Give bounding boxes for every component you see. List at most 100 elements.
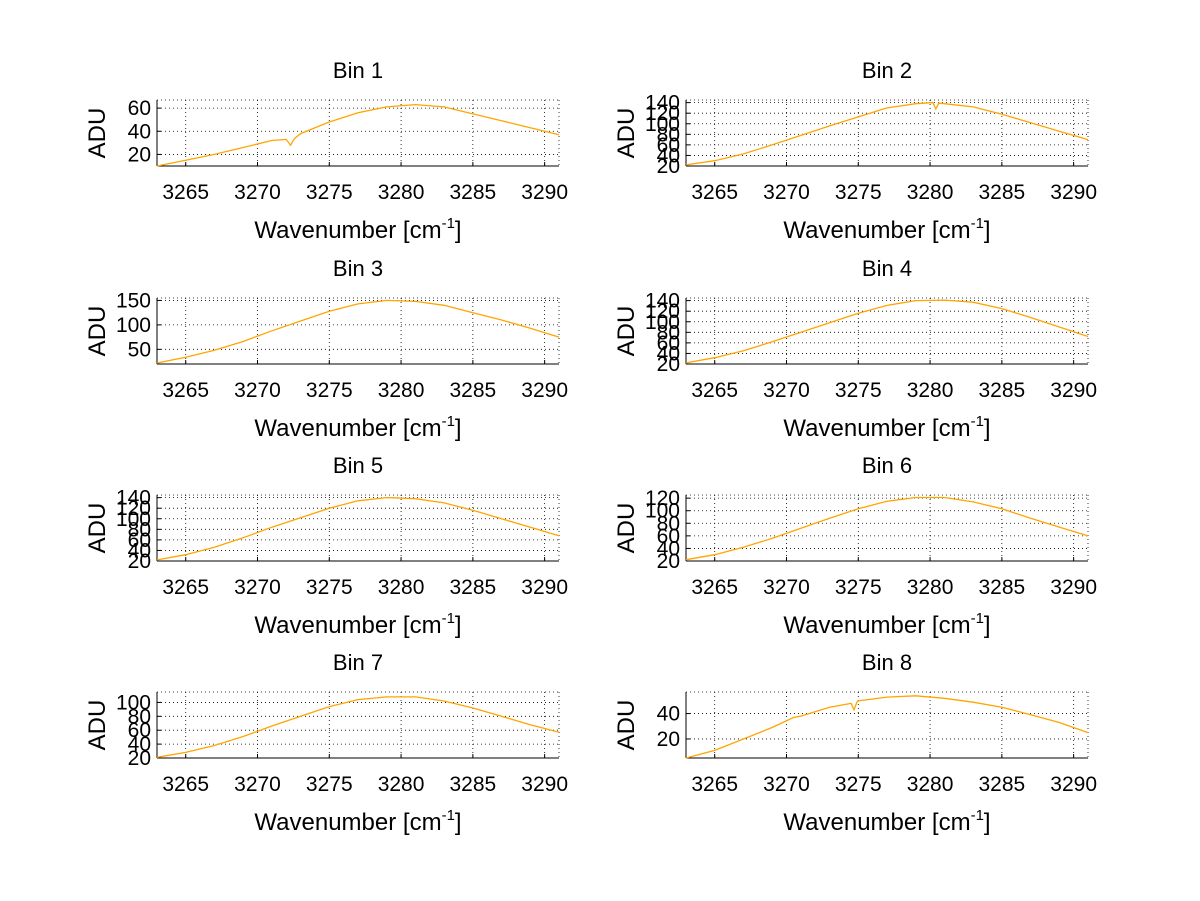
subplot-title: Bin 2 <box>862 58 912 83</box>
subplot-title: Bin 1 <box>333 58 383 83</box>
y-tick-label: 80 <box>657 321 680 344</box>
x-tick-label: 3270 <box>234 773 281 796</box>
x-axis-label: Wavenumber [cm-1] <box>254 807 461 836</box>
x-tick-label: 3265 <box>162 576 209 599</box>
series-line <box>156 103 560 167</box>
y-axis-label: ADU <box>84 108 111 159</box>
y-tick-label: 20 <box>128 747 151 770</box>
subplot-4: 3265 3270 3275 3280 3285 3290 2040608010012014… <box>613 256 1097 442</box>
x-tick-label: 3280 <box>907 773 954 796</box>
x-tick-label: 3280 <box>378 181 425 204</box>
x-tick-label: 3270 <box>234 379 281 402</box>
x-tick-label: 3290 <box>521 576 568 599</box>
x-tick-label: 3280 <box>378 576 425 599</box>
y-axis-label: ADU <box>84 306 111 357</box>
x-tick-label: 3275 <box>306 379 353 402</box>
y-tick-label: 20 <box>128 143 151 166</box>
x-tick-label: 3290 <box>1050 576 1097 599</box>
x-tick-label: 3265 <box>691 181 738 204</box>
y-tick-label: 80 <box>657 123 680 146</box>
x-tick-label: 3275 <box>835 181 882 204</box>
y-tick-label: 40 <box>657 144 680 167</box>
x-tick-label: 3290 <box>1050 181 1097 204</box>
x-axis-label: Wavenumber [cm-1] <box>783 807 990 836</box>
y-tick-label: 140 <box>645 92 680 115</box>
y-tick-label: 100 <box>116 314 151 337</box>
y-tick-label: 60 <box>657 525 680 548</box>
x-tick-label: 3270 <box>763 773 810 796</box>
y-tick-label: 40 <box>657 703 680 726</box>
y-tick-label: 140 <box>116 487 151 510</box>
y-tick-label: 20 <box>657 353 680 376</box>
x-tick-label: 3280 <box>907 181 954 204</box>
y-axis-label: ADU <box>613 306 640 357</box>
x-tick-label: 3280 <box>907 576 954 599</box>
y-tick-label: 60 <box>657 134 680 157</box>
y-tick-label: 40 <box>128 733 151 756</box>
y-tick-label: 60 <box>128 529 151 552</box>
x-tick-label: 3290 <box>1050 379 1097 402</box>
y-axis-label: ADU <box>613 503 640 554</box>
x-tick-label: 3265 <box>691 379 738 402</box>
y-tick-label: 40 <box>128 120 151 143</box>
x-tick-label: 3275 <box>835 576 882 599</box>
y-axis-label: ADU <box>613 700 640 751</box>
y-tick-label: 60 <box>128 719 151 742</box>
x-tick-label: 3280 <box>907 379 954 402</box>
subplot-title: Bin 6 <box>862 453 912 478</box>
x-tick-label: 3285 <box>978 773 1025 796</box>
x-axis-label: Wavenumber [cm-1] <box>783 215 990 244</box>
subplot-title: Bin 8 <box>862 650 912 675</box>
y-tick-label: 120 <box>645 102 680 125</box>
subplot-title: Bin 5 <box>333 453 383 478</box>
x-tick-label: 3270 <box>763 181 810 204</box>
subplot-2: 3265 3270 3275 3280 3285 3290 2040608010012014… <box>613 58 1097 244</box>
y-tick-label: 120 <box>116 497 151 520</box>
y-axis-label: ADU <box>613 108 640 159</box>
y-tick-label: 100 <box>645 113 680 136</box>
series-line <box>156 299 560 364</box>
subplot-title: Bin 3 <box>333 256 383 281</box>
y-tick-label: 120 <box>645 487 680 510</box>
y-tick-label: 40 <box>657 537 680 560</box>
x-tick-label: 3275 <box>835 379 882 402</box>
y-tick-label: 80 <box>128 705 151 728</box>
x-tick-label: 3275 <box>306 576 353 599</box>
series-line <box>685 299 1089 364</box>
x-tick-label: 3280 <box>378 379 425 402</box>
y-tick-label: 20 <box>657 550 680 573</box>
y-tick-label: 20 <box>128 550 151 573</box>
subplot-5: 3265 3270 3275 3280 3285 3290 2040608010012014… <box>84 453 568 639</box>
y-tick-label: 60 <box>657 332 680 355</box>
y-tick-label: 80 <box>657 512 680 535</box>
x-axis-label: Wavenumber [cm-1] <box>783 413 990 442</box>
series-line <box>685 496 1089 561</box>
x-tick-label: 3290 <box>521 181 568 204</box>
x-axis-label: Wavenumber [cm-1] <box>783 610 990 639</box>
series-line <box>685 101 1089 166</box>
x-tick-label: 3285 <box>449 773 496 796</box>
x-tick-label: 3265 <box>691 773 738 796</box>
x-tick-label: 3270 <box>234 576 281 599</box>
x-tick-label: 3290 <box>521 773 568 796</box>
subplot-title: Bin 7 <box>333 650 383 675</box>
x-tick-label: 3285 <box>978 576 1025 599</box>
x-tick-label: 3280 <box>378 773 425 796</box>
y-tick-label: 60 <box>128 97 151 120</box>
x-tick-label: 3290 <box>521 379 568 402</box>
y-tick-label: 100 <box>645 500 680 523</box>
y-tick-label: 40 <box>128 539 151 562</box>
x-tick-label: 3270 <box>763 576 810 599</box>
y-tick-label: 140 <box>645 290 680 313</box>
x-axis-label: Wavenumber [cm-1] <box>254 610 461 639</box>
x-axis-label: Wavenumber [cm-1] <box>254 413 461 442</box>
x-tick-label: 3275 <box>835 773 882 796</box>
subplot-title: Bin 4 <box>862 256 912 281</box>
y-tick-label: 20 <box>657 155 680 178</box>
y-axis-label: ADU <box>84 503 111 554</box>
